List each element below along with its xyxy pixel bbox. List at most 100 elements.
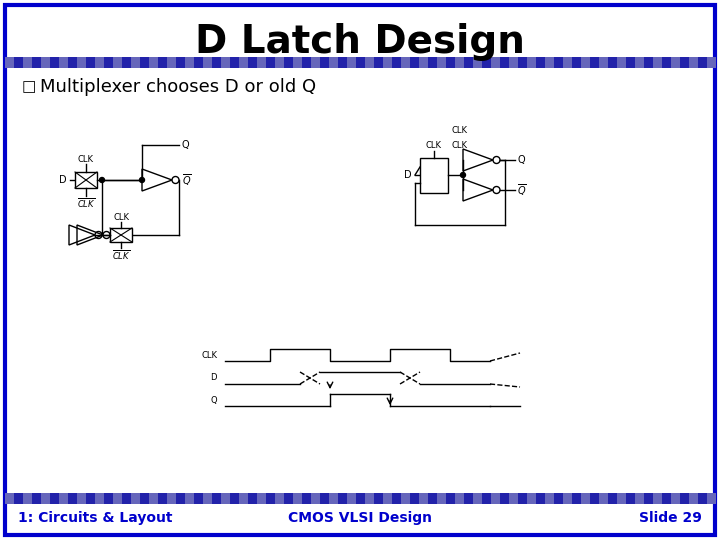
Text: Multiplexer chooses D or old Q: Multiplexer chooses D or old Q bbox=[40, 78, 316, 96]
Bar bbox=[5, 493, 14, 504]
Bar bbox=[257, 57, 266, 68]
Bar bbox=[77, 493, 86, 504]
Text: □: □ bbox=[22, 79, 37, 94]
Bar bbox=[545, 57, 554, 68]
Bar bbox=[509, 57, 518, 68]
Bar bbox=[581, 493, 590, 504]
Text: CMOS VLSI Design: CMOS VLSI Design bbox=[288, 511, 432, 525]
Bar bbox=[491, 493, 500, 504]
Bar bbox=[707, 57, 716, 68]
Bar bbox=[311, 57, 320, 68]
Bar bbox=[221, 57, 230, 68]
Bar bbox=[329, 493, 338, 504]
Text: CLK: CLK bbox=[452, 141, 468, 150]
Text: D: D bbox=[59, 175, 67, 185]
Bar bbox=[635, 493, 644, 504]
Text: $\overline{CLK}$: $\overline{CLK}$ bbox=[112, 248, 130, 262]
Bar bbox=[257, 493, 266, 504]
Circle shape bbox=[461, 172, 466, 178]
Text: CLK: CLK bbox=[426, 141, 442, 150]
Text: Q: Q bbox=[182, 140, 189, 150]
Bar bbox=[275, 57, 284, 68]
Bar bbox=[95, 57, 104, 68]
Bar bbox=[653, 57, 662, 68]
Bar bbox=[311, 493, 320, 504]
Bar bbox=[599, 493, 608, 504]
Bar bbox=[203, 57, 212, 68]
Bar bbox=[527, 493, 536, 504]
Bar bbox=[455, 57, 464, 68]
Bar bbox=[239, 57, 248, 68]
Bar bbox=[419, 57, 428, 68]
Circle shape bbox=[99, 178, 104, 183]
Bar bbox=[113, 57, 122, 68]
Text: CLK: CLK bbox=[201, 350, 217, 360]
Bar bbox=[149, 493, 158, 504]
Bar bbox=[599, 57, 608, 68]
Circle shape bbox=[140, 178, 145, 183]
Bar bbox=[131, 57, 140, 68]
Bar bbox=[23, 57, 32, 68]
Bar bbox=[41, 57, 50, 68]
Bar bbox=[185, 493, 194, 504]
Bar bbox=[113, 493, 122, 504]
Bar bbox=[671, 57, 680, 68]
Bar bbox=[545, 493, 554, 504]
Bar bbox=[473, 493, 482, 504]
Text: CLK: CLK bbox=[113, 213, 129, 222]
Bar bbox=[75, 172, 97, 188]
Bar bbox=[563, 57, 572, 68]
Bar bbox=[455, 493, 464, 504]
Text: $\overline{Q}$: $\overline{Q}$ bbox=[182, 172, 192, 188]
Bar bbox=[23, 493, 32, 504]
Bar bbox=[420, 158, 448, 192]
Text: Q: Q bbox=[517, 155, 525, 165]
Bar bbox=[527, 57, 536, 68]
Text: 0: 0 bbox=[423, 178, 429, 188]
Bar bbox=[401, 57, 410, 68]
Text: 1: Circuits & Layout: 1: Circuits & Layout bbox=[18, 511, 173, 525]
Bar bbox=[95, 493, 104, 504]
Bar bbox=[77, 57, 86, 68]
Bar bbox=[491, 57, 500, 68]
Bar bbox=[239, 493, 248, 504]
Bar bbox=[131, 493, 140, 504]
Text: Slide 29: Slide 29 bbox=[639, 511, 702, 525]
Bar bbox=[5, 57, 14, 68]
Bar bbox=[617, 57, 626, 68]
Bar bbox=[401, 493, 410, 504]
Text: Q: Q bbox=[210, 395, 217, 404]
Bar bbox=[59, 57, 68, 68]
Bar bbox=[149, 57, 158, 68]
Bar bbox=[347, 493, 356, 504]
Bar bbox=[59, 493, 68, 504]
Bar bbox=[110, 228, 132, 242]
Text: $\overline{Q}$: $\overline{Q}$ bbox=[517, 182, 526, 198]
Text: 1: 1 bbox=[423, 162, 429, 172]
Text: D: D bbox=[210, 374, 217, 382]
Bar bbox=[671, 493, 680, 504]
Text: CLK: CLK bbox=[452, 126, 468, 135]
Bar bbox=[473, 57, 482, 68]
Bar bbox=[5, 493, 715, 504]
Bar bbox=[563, 493, 572, 504]
Bar bbox=[293, 493, 302, 504]
Bar bbox=[5, 57, 715, 68]
Bar bbox=[185, 57, 194, 68]
Bar bbox=[365, 493, 374, 504]
Bar bbox=[383, 493, 392, 504]
Bar bbox=[653, 493, 662, 504]
Text: D Latch Design: D Latch Design bbox=[195, 23, 525, 61]
Bar bbox=[167, 57, 176, 68]
Bar bbox=[437, 57, 446, 68]
Bar bbox=[383, 57, 392, 68]
Text: D: D bbox=[405, 170, 412, 180]
Text: CLK: CLK bbox=[78, 155, 94, 164]
Bar bbox=[329, 57, 338, 68]
Bar bbox=[581, 57, 590, 68]
Bar bbox=[203, 493, 212, 504]
Bar bbox=[437, 493, 446, 504]
Bar bbox=[509, 493, 518, 504]
Bar bbox=[347, 57, 356, 68]
Bar bbox=[41, 493, 50, 504]
